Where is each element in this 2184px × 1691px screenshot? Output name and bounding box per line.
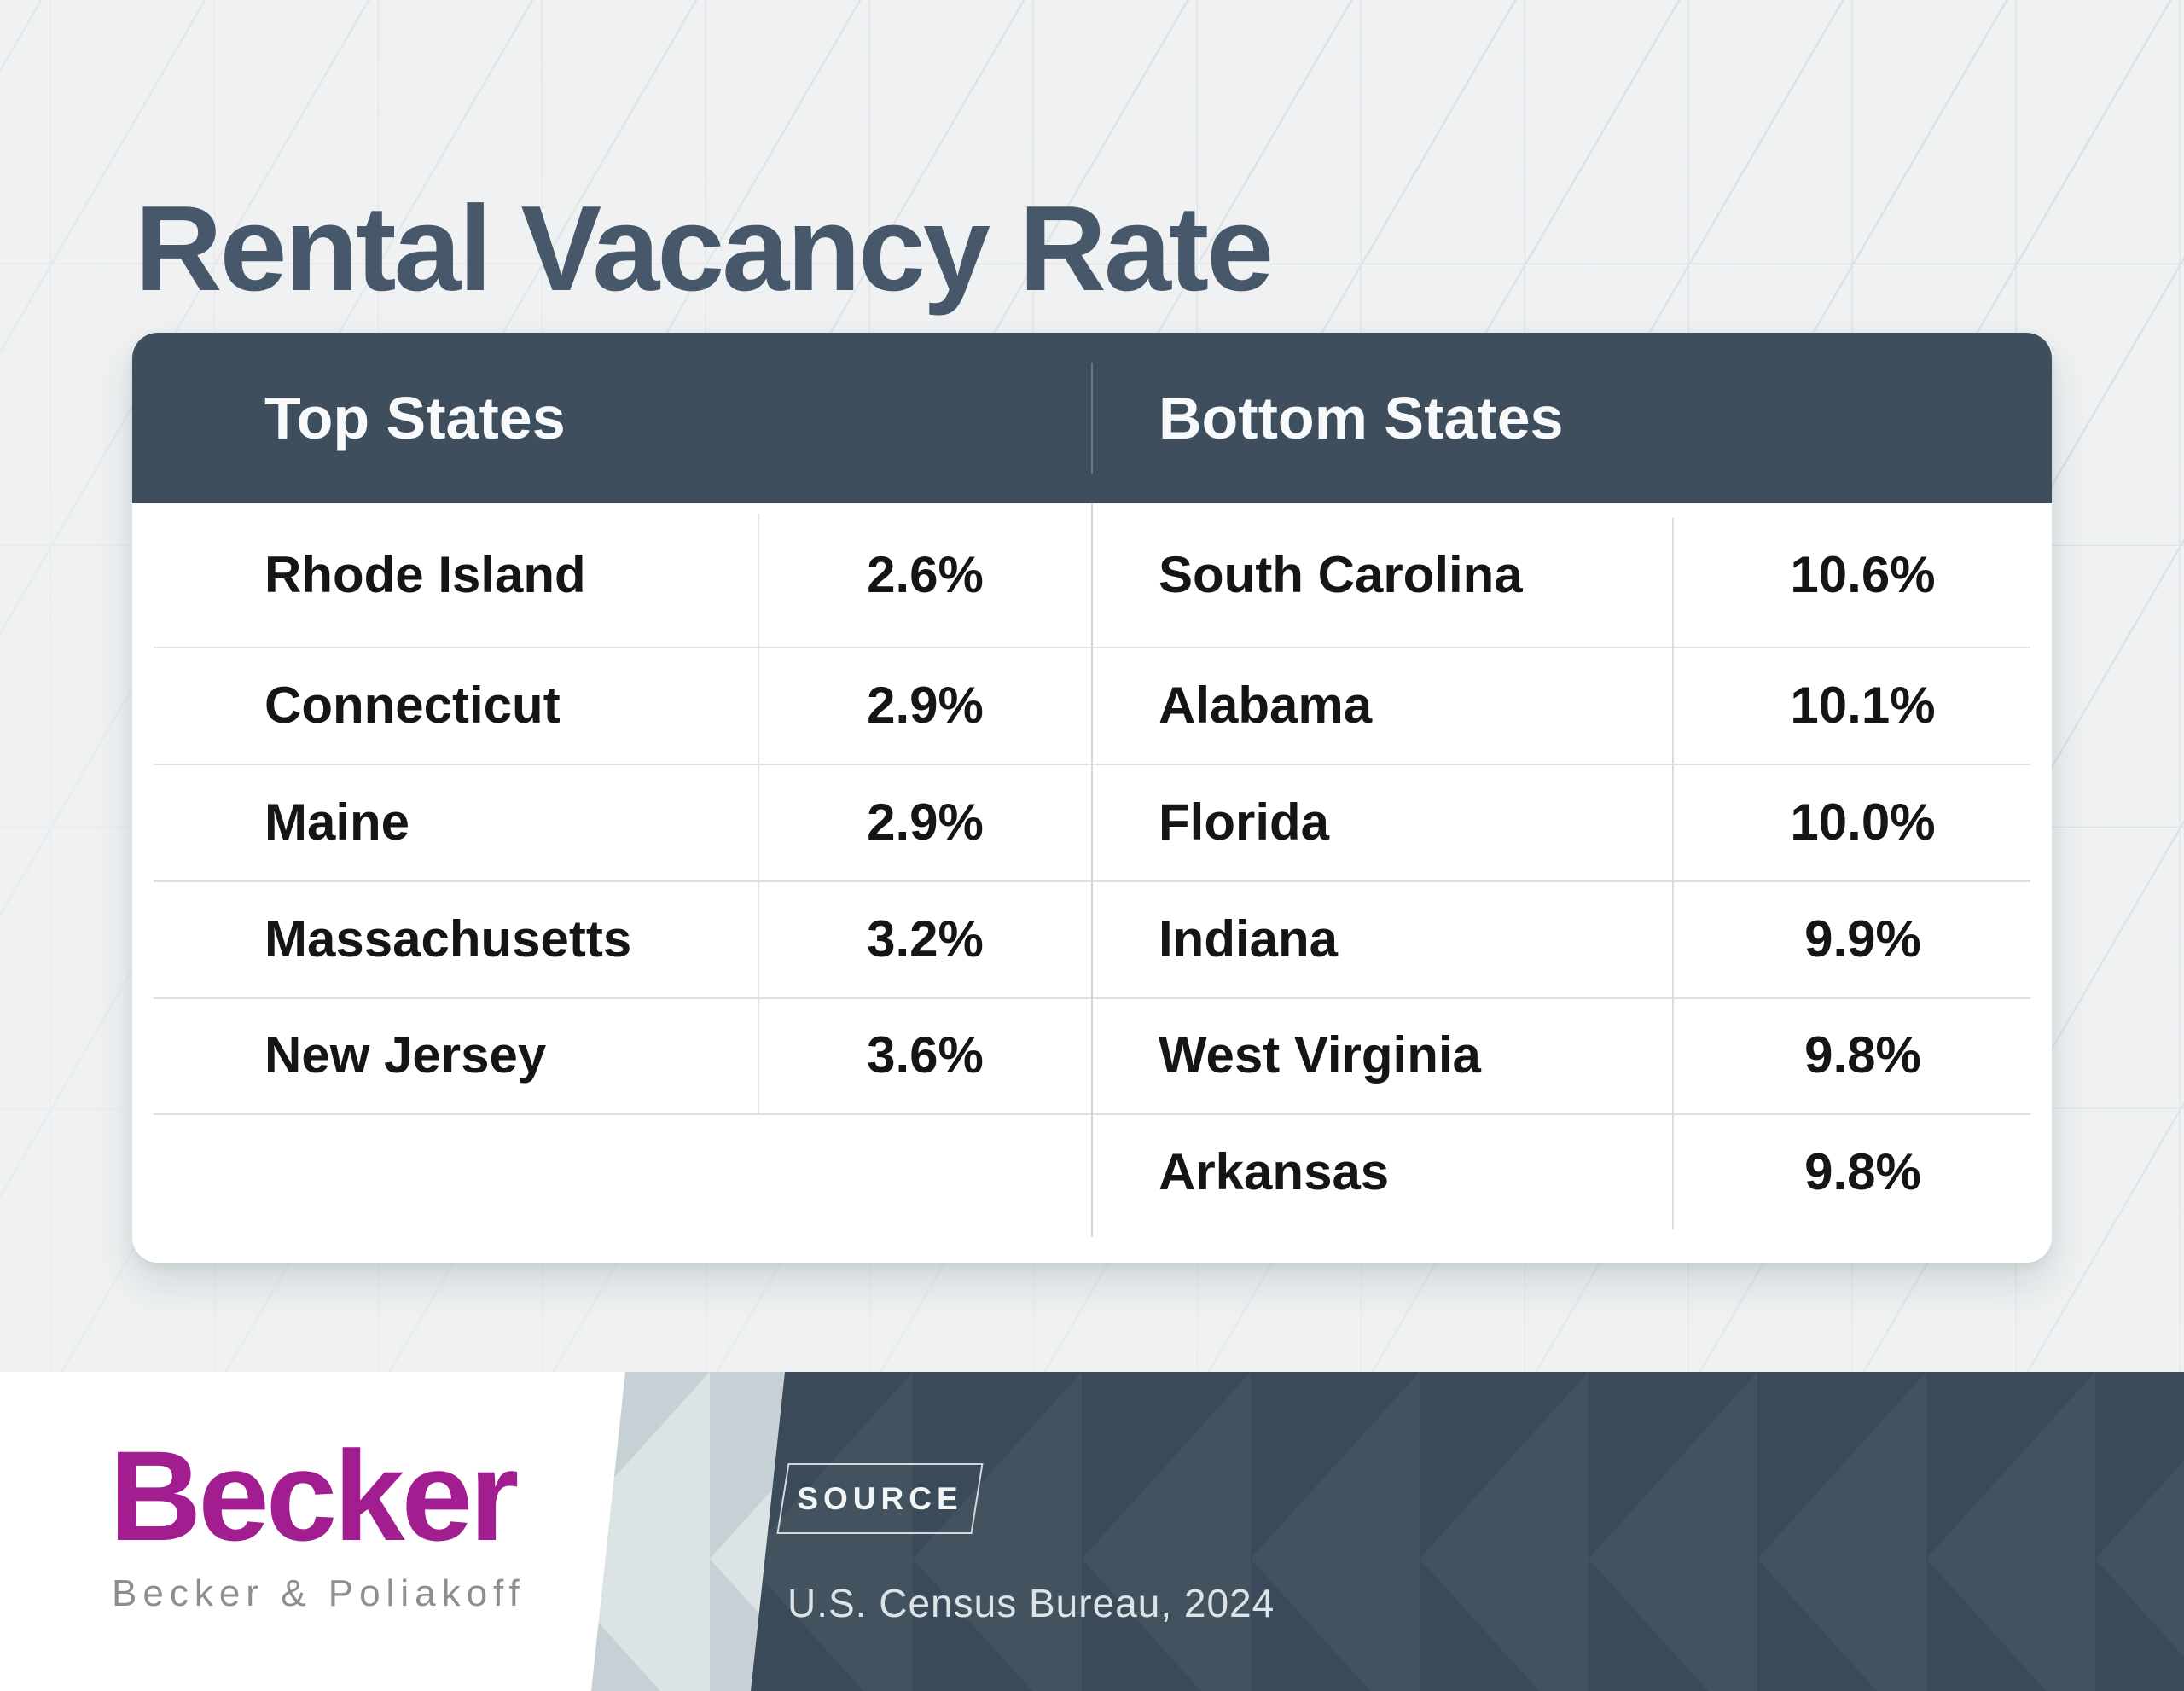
state-value: 3.6% — [867, 1026, 984, 1084]
bottom-value-column-divider — [1672, 518, 1674, 1229]
state-name: West Virginia — [1159, 1026, 1481, 1084]
source-label: SOURCE — [797, 1481, 963, 1516]
state-name: Rhode Island — [264, 546, 586, 603]
state-name: South Carolina — [1159, 546, 1523, 603]
page-title: Rental Vacancy Rate — [135, 181, 1274, 317]
state-value: 2.6% — [867, 546, 984, 603]
bottom-states-header: Bottom States — [1159, 385, 1564, 451]
state-name: Arkansas — [1159, 1143, 1390, 1200]
state-value: 2.9% — [867, 793, 984, 851]
state-name: New Jersey — [264, 1026, 547, 1084]
footer: Becker Becker & Poliakoff SOURCE U.S. Ce… — [0, 1372, 2184, 1691]
state-value: 9.8% — [1804, 1026, 1921, 1084]
footer-facet-art — [0, 1372, 2184, 1691]
state-value: 2.9% — [867, 677, 984, 734]
card-header: Top States Bottom States — [132, 333, 2052, 503]
state-name: Indiana — [1159, 910, 1339, 968]
top-value-column-divider — [758, 514, 759, 1113]
source-text: U.S. Census Bureau, 2024 — [787, 1581, 1275, 1625]
state-value: 10.1% — [1790, 677, 1936, 734]
state-value: 10.0% — [1790, 793, 1936, 851]
state-name: Connecticut — [264, 677, 561, 734]
vacancy-rate-card: Top States Bottom States Rhode Island 2.… — [132, 333, 2052, 1263]
state-value: 9.8% — [1804, 1143, 1921, 1200]
state-value: 3.2% — [867, 910, 984, 968]
header-divider — [1091, 363, 1093, 474]
source-badge: SOURCE — [776, 1463, 984, 1534]
state-name: Alabama — [1159, 677, 1373, 734]
becker-logo: Becker — [109, 1424, 519, 1567]
state-name: Massachusetts — [264, 910, 632, 968]
state-name: Maine — [264, 793, 410, 851]
state-name: Florida — [1159, 793, 1330, 851]
top-states-header: Top States — [264, 385, 566, 451]
state-value: 9.9% — [1804, 910, 1921, 968]
table-center-divider — [1091, 503, 1093, 1237]
brand-subtitle: Becker & Poliakoff — [112, 1572, 526, 1614]
state-value: 10.6% — [1790, 546, 1936, 603]
